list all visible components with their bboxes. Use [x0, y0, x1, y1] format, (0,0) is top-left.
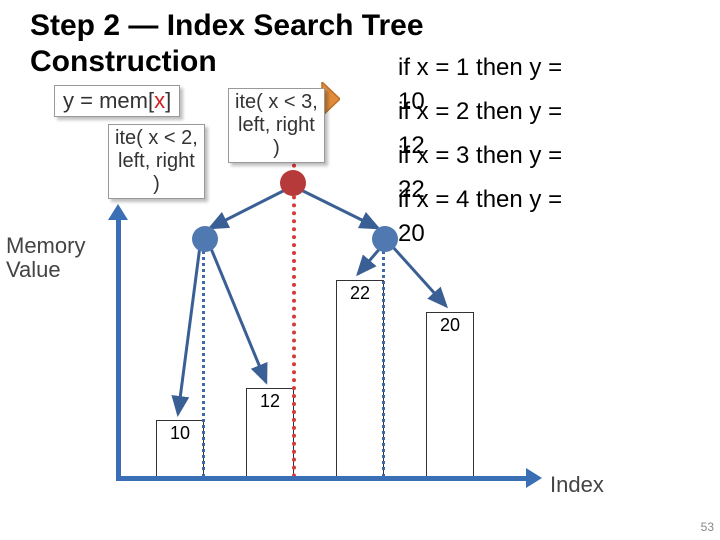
cond-line-7: if x = 4 then y = — [398, 184, 562, 215]
cond-line-5: if x = 3 then y = — [398, 140, 562, 171]
cond-line-8: 20 — [398, 218, 425, 249]
tree-edges — [0, 0, 720, 540]
tree-node-left — [192, 226, 218, 252]
tree-node-root — [280, 170, 306, 196]
ite-box-2-text: ite( x < 2,left, right) — [115, 127, 198, 195]
tree-node-right — [372, 226, 398, 252]
ite-box-1-text: ite( x < 3,left, right) — [235, 91, 318, 159]
cond-line-3: if x = 2 then y = — [398, 96, 562, 127]
cond-line-1: if x = 1 then y = — [398, 52, 562, 83]
ite-box-2: ite( x < 2,left, right) — [108, 124, 205, 199]
ite-box-1: ite( x < 3,left, right) — [228, 88, 325, 163]
